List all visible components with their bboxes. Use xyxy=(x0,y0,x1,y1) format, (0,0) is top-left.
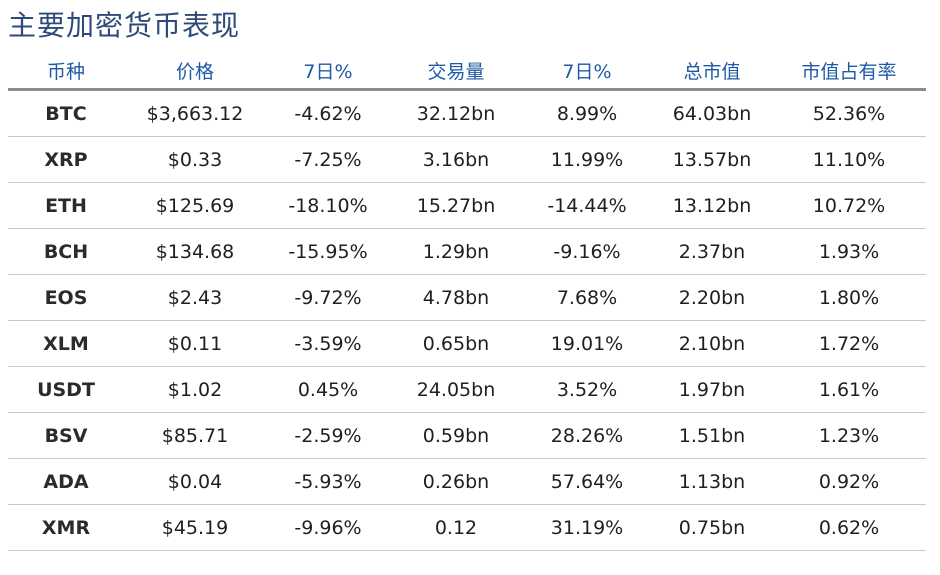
cell-price: $85.71 xyxy=(124,412,266,459)
cell-volume: 24.05bn xyxy=(390,366,522,413)
cell-price: $0.04 xyxy=(124,458,266,505)
cell-volume-7d-change: 19.01% xyxy=(522,320,652,367)
cell-price-7d-change: -3.59% xyxy=(266,320,390,367)
cell-market-cap: 64.03bn xyxy=(652,89,772,137)
cell-currency: BTC xyxy=(8,89,124,137)
cell-price-7d-change: -9.72% xyxy=(266,274,390,321)
cell-volume: 15.27bn xyxy=(390,182,522,229)
cell-volume: 32.12bn xyxy=(390,89,522,137)
table-row: EOS $2.43 -9.72% 4.78bn 7.68% 2.20bn 1.80% xyxy=(8,274,926,321)
cell-market-cap: 2.20bn xyxy=(652,274,772,321)
cell-price-7d-change: -4.62% xyxy=(266,89,390,137)
cell-price: $125.69 xyxy=(124,182,266,229)
cell-price: $3,663.12 xyxy=(124,89,266,137)
cell-price-7d-change: -7.25% xyxy=(266,136,390,183)
cell-volume: 0.12 xyxy=(390,504,522,551)
cell-currency: XRP xyxy=(8,136,124,183)
cell-volume: 0.26bn xyxy=(390,458,522,505)
cell-market-share: 52.36% xyxy=(772,89,926,137)
cell-market-cap: 0.75bn xyxy=(652,504,772,551)
cell-price-7d-change: -15.95% xyxy=(266,228,390,275)
cell-market-cap: 13.12bn xyxy=(652,182,772,229)
cell-volume-7d-change: 28.26% xyxy=(522,412,652,459)
cell-market-share: 1.23% xyxy=(772,412,926,459)
cell-market-cap: 13.57bn xyxy=(652,136,772,183)
cell-market-share: 11.10% xyxy=(772,136,926,183)
header-market-share: 市值占有率 xyxy=(772,52,926,91)
cell-price: $0.33 xyxy=(124,136,266,183)
cell-currency: USDT xyxy=(8,366,124,413)
table-row: BTC $3,663.12 -4.62% 32.12bn 8.99% 64.03bn 52.… xyxy=(8,89,926,137)
table-row: XLM $0.11 -3.59% 0.65bn 19.01% 2.10bn 1.72% xyxy=(8,320,926,367)
cell-volume: 4.78bn xyxy=(390,274,522,321)
cell-volume-7d-change: -14.44% xyxy=(522,182,652,229)
cell-currency: BSV xyxy=(8,412,124,459)
cell-volume-7d-change: -9.16% xyxy=(522,228,652,275)
cell-market-share: 1.61% xyxy=(772,366,926,413)
cell-currency: EOS xyxy=(8,274,124,321)
cell-volume-7d-change: 7.68% xyxy=(522,274,652,321)
cell-volume-7d-change: 57.64% xyxy=(522,458,652,505)
page-title: 主要加密货币表现 xyxy=(8,9,241,42)
cell-price-7d-change: -18.10% xyxy=(266,182,390,229)
cell-currency: ETH xyxy=(8,182,124,229)
table-body: BTC $3,663.12 -4.62% 32.12bn 8.99% 64.03bn 52.… xyxy=(8,89,926,551)
cell-price: $0.11 xyxy=(124,320,266,367)
header-currency: 币种 xyxy=(8,52,124,91)
cell-price: $45.19 xyxy=(124,504,266,551)
cell-market-share: 1.93% xyxy=(772,228,926,275)
header-price-7d-change: 7日% xyxy=(266,52,390,91)
cell-market-cap: 1.97bn xyxy=(652,366,772,413)
cell-price: $1.02 xyxy=(124,366,266,413)
cell-currency: BCH xyxy=(8,228,124,275)
cell-market-cap: 1.13bn xyxy=(652,458,772,505)
cell-market-cap: 1.51bn xyxy=(652,412,772,459)
table-row: USDT $1.02 0.45% 24.05bn 3.52% 1.97bn 1.61% xyxy=(8,366,926,413)
cell-price-7d-change: -2.59% xyxy=(266,412,390,459)
cell-market-share: 1.80% xyxy=(772,274,926,321)
header-market-cap: 总市值 xyxy=(652,52,772,91)
table-row: BCH $134.68 -15.95% 1.29bn -9.16% 2.37bn 1.93% xyxy=(8,228,926,275)
cell-volume-7d-change: 11.99% xyxy=(522,136,652,183)
cell-volume: 1.29bn xyxy=(390,228,522,275)
cell-price-7d-change: -5.93% xyxy=(266,458,390,505)
cell-currency: XLM xyxy=(8,320,124,367)
cell-volume: 0.65bn xyxy=(390,320,522,367)
table-row: ADA $0.04 -5.93% 0.26bn 57.64% 1.13bn 0.92% xyxy=(8,458,926,505)
cell-volume: 0.59bn xyxy=(390,412,522,459)
cell-market-cap: 2.10bn xyxy=(652,320,772,367)
table-row: XRP $0.33 -7.25% 3.16bn 11.99% 13.57bn 11.10% xyxy=(8,136,926,183)
crypto-performance-table: 币种 价格 7日% 交易量 7日% 总市值 市值占有率 BTC $3,663.12… xyxy=(8,52,926,551)
header-volume: 交易量 xyxy=(390,52,522,91)
cell-volume-7d-change: 31.19% xyxy=(522,504,652,551)
cell-market-share: 0.92% xyxy=(772,458,926,505)
table-row: BSV $85.71 -2.59% 0.59bn 28.26% 1.51bn 1.23% xyxy=(8,412,926,459)
cell-market-cap: 2.37bn xyxy=(652,228,772,275)
header-volume-7d-change: 7日% xyxy=(522,52,652,91)
cell-volume-7d-change: 3.52% xyxy=(522,366,652,413)
cell-market-share: 0.62% xyxy=(772,504,926,551)
cell-price-7d-change: -9.96% xyxy=(266,504,390,551)
cell-market-share: 10.72% xyxy=(772,182,926,229)
table-row: XMR $45.19 -9.96% 0.12 31.19% 0.75bn 0.62% xyxy=(8,504,926,551)
cell-currency: XMR xyxy=(8,504,124,551)
header-price: 价格 xyxy=(124,52,266,91)
table-row: ETH $125.69 -18.10% 15.27bn -14.44% 13.12bn 10… xyxy=(8,182,926,229)
cell-price-7d-change: 0.45% xyxy=(266,366,390,413)
cell-price: $2.43 xyxy=(124,274,266,321)
cell-price: $134.68 xyxy=(124,228,266,275)
cell-volume-7d-change: 8.99% xyxy=(522,89,652,137)
table-header-row: 币种 价格 7日% 交易量 7日% 总市值 市值占有率 xyxy=(8,52,926,91)
cell-market-share: 1.72% xyxy=(772,320,926,367)
cell-volume: 3.16bn xyxy=(390,136,522,183)
cell-currency: ADA xyxy=(8,458,124,505)
